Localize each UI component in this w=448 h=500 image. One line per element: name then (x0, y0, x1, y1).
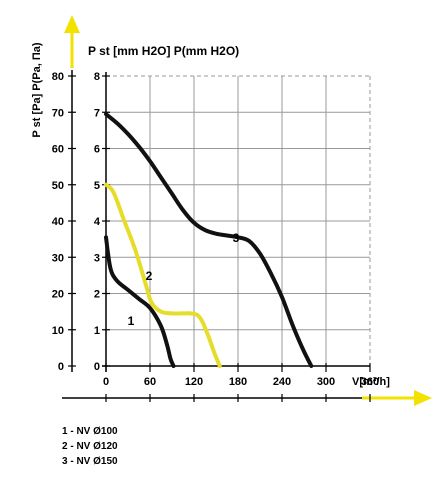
tick-label-mm-0: 0 (94, 361, 100, 373)
x-axis-arrow-head (414, 390, 432, 406)
tick-label-pa-50: 50 (52, 180, 64, 192)
grid (106, 75, 371, 366)
tick-label-pa-70: 70 (52, 107, 64, 119)
legend-item-2: 2 - NV Ø120 (62, 441, 118, 452)
tick-label-x-180: 180 (229, 376, 247, 388)
axis-labels: 1 2 3 P st [mm H2O] P(mm H2O) P st [Pa] P(Pa… (31, 42, 390, 388)
tick-label-mm-6: 6 (94, 144, 100, 156)
tick-label-pa-10: 10 (52, 325, 64, 337)
tick-label-mm-2: 2 (94, 289, 100, 301)
tick-label-mm-7: 7 (94, 107, 100, 119)
tick-label-mm-4: 4 (94, 216, 101, 228)
y-axis-arrow-head (64, 15, 80, 33)
tick-label-pa-20: 20 (52, 289, 64, 301)
tick-label-x-360: 360 (361, 376, 379, 388)
tick-label-mm-3: 3 (94, 252, 100, 264)
tick-label-pa-30: 30 (52, 252, 64, 264)
tick-label-mm-5: 5 (94, 180, 100, 192)
tick-label-x-120: 120 (185, 376, 203, 388)
y-axis-title-left: P st [Pa] P(Pa, Па) (31, 42, 43, 137)
tick-label-pa-80: 80 (52, 71, 64, 83)
tick-label-pa-60: 60 (52, 144, 64, 156)
curve-label-1: 1 (128, 314, 135, 328)
legend: 1 - NV Ø100 2 - NV Ø120 3 - NV Ø150 (62, 424, 118, 469)
y-axis-title-top: P st [mm H2O] P(mm H2O) (88, 44, 239, 58)
tick-label-x-0: 0 (103, 376, 109, 388)
curve-3 (104, 112, 314, 368)
curves (104, 112, 314, 368)
tick-label-x-240: 240 (273, 376, 291, 388)
tick-label-mm-1: 1 (94, 325, 100, 337)
tick-label-pa-40: 40 (52, 216, 64, 228)
tick-label-x-300: 300 (317, 376, 335, 388)
legend-item-1: 1 - NV Ø100 (62, 426, 118, 437)
tick-label-mm-8: 8 (94, 71, 100, 83)
curve-2 (104, 182, 222, 368)
curve-label-3: 3 (233, 231, 240, 245)
x-axis-title: V[m³/h] (352, 376, 390, 388)
curve-1 (104, 235, 176, 368)
tick-label-x-60: 60 (144, 376, 156, 388)
curve-label-2: 2 (146, 269, 153, 283)
tick-label-pa-0: 0 (58, 361, 64, 373)
legend-item-3: 3 - NV Ø150 (62, 456, 118, 467)
axes (62, 15, 432, 406)
